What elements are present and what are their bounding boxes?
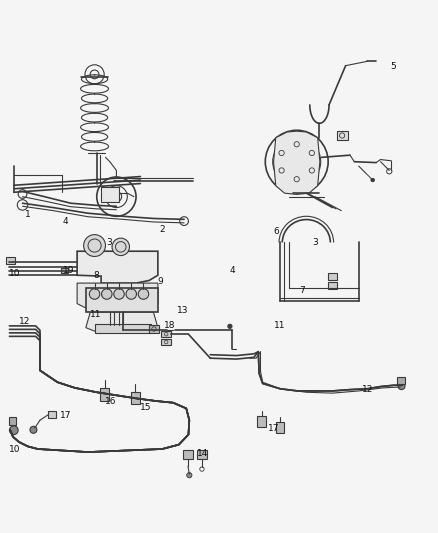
Bar xyxy=(6,257,14,264)
Text: 19: 19 xyxy=(63,266,74,276)
Text: 5: 5 xyxy=(391,62,396,71)
Circle shape xyxy=(228,324,232,328)
Bar xyxy=(328,272,337,280)
Text: 4: 4 xyxy=(63,217,68,226)
Bar xyxy=(276,422,285,433)
Bar xyxy=(328,282,337,289)
Bar xyxy=(337,131,348,140)
Text: 10: 10 xyxy=(9,269,21,278)
Text: 17: 17 xyxy=(268,424,279,433)
Text: 18: 18 xyxy=(164,321,176,330)
Bar xyxy=(397,376,405,384)
Bar xyxy=(101,187,119,202)
Circle shape xyxy=(112,238,130,256)
Text: 15: 15 xyxy=(140,402,152,411)
Bar xyxy=(9,417,16,425)
Text: 1: 1 xyxy=(25,211,31,220)
Circle shape xyxy=(187,473,192,478)
Circle shape xyxy=(89,289,100,299)
Bar xyxy=(258,416,266,427)
Circle shape xyxy=(126,289,137,299)
Text: 12: 12 xyxy=(362,385,373,394)
Text: 17: 17 xyxy=(60,411,71,421)
Circle shape xyxy=(114,289,124,299)
Bar xyxy=(161,330,171,337)
Circle shape xyxy=(10,426,18,434)
Text: 4: 4 xyxy=(229,266,235,276)
Bar xyxy=(161,338,171,345)
Circle shape xyxy=(138,289,149,299)
Polygon shape xyxy=(274,131,320,195)
Bar xyxy=(197,450,207,458)
Text: 10: 10 xyxy=(9,445,21,454)
Bar xyxy=(61,268,68,273)
Circle shape xyxy=(102,289,112,299)
Bar xyxy=(48,410,56,418)
Bar xyxy=(100,388,109,401)
Text: 8: 8 xyxy=(94,271,99,280)
Text: 13: 13 xyxy=(177,305,189,314)
Bar xyxy=(131,392,140,404)
Circle shape xyxy=(371,179,374,182)
Text: 3: 3 xyxy=(312,238,318,247)
Polygon shape xyxy=(86,312,158,331)
Text: 6: 6 xyxy=(273,227,279,236)
Text: 11: 11 xyxy=(90,310,102,319)
Bar xyxy=(86,288,158,312)
Bar xyxy=(149,325,159,333)
Text: 16: 16 xyxy=(105,397,117,406)
Polygon shape xyxy=(77,283,158,308)
Text: 3: 3 xyxy=(106,238,112,247)
Text: 12: 12 xyxy=(19,317,30,326)
Circle shape xyxy=(84,235,106,256)
Polygon shape xyxy=(77,251,158,283)
Circle shape xyxy=(30,426,37,433)
Circle shape xyxy=(398,383,405,390)
Text: 7: 7 xyxy=(299,286,305,295)
Text: 14: 14 xyxy=(197,449,208,458)
Bar xyxy=(183,450,193,458)
Text: 9: 9 xyxy=(157,277,163,286)
Text: 2: 2 xyxy=(159,225,165,234)
Bar xyxy=(95,324,151,333)
Text: 11: 11 xyxy=(274,321,286,330)
